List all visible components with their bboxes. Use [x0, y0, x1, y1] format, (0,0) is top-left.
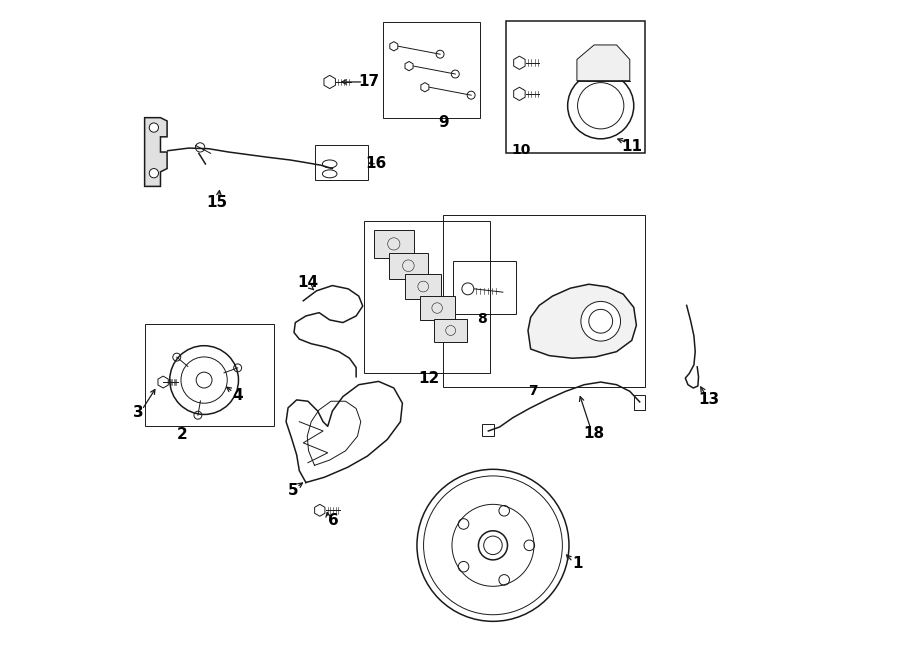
Polygon shape [528, 284, 636, 358]
Bar [364, 221, 490, 373]
Polygon shape [419, 296, 454, 320]
Text: 5: 5 [287, 483, 298, 498]
Text: 14: 14 [297, 276, 319, 290]
Text: 1: 1 [572, 556, 583, 570]
Polygon shape [405, 274, 441, 299]
Bar [482, 424, 494, 436]
Bar [506, 21, 645, 153]
Text: 15: 15 [207, 195, 228, 210]
Text: 16: 16 [365, 157, 387, 171]
Polygon shape [434, 319, 467, 342]
Polygon shape [577, 45, 630, 81]
Bar [454, 261, 516, 314]
Bar [145, 324, 274, 426]
Bar [634, 395, 645, 410]
Text: 6: 6 [328, 514, 338, 528]
Text: 4: 4 [232, 388, 242, 403]
Bar [382, 22, 481, 118]
Text: 9: 9 [438, 115, 449, 130]
Bar [315, 145, 368, 180]
Polygon shape [145, 118, 167, 186]
Text: 3: 3 [132, 405, 143, 420]
Text: 18: 18 [583, 426, 605, 441]
Text: 2: 2 [177, 427, 188, 442]
Text: 17: 17 [359, 75, 380, 89]
Circle shape [580, 301, 620, 341]
Circle shape [149, 169, 158, 178]
Polygon shape [374, 230, 414, 258]
Text: 13: 13 [698, 392, 720, 407]
Circle shape [149, 123, 158, 132]
Text: 10: 10 [511, 143, 530, 157]
Text: 12: 12 [418, 371, 439, 385]
Bar [444, 215, 645, 387]
Text: 8: 8 [477, 312, 487, 327]
Text: 7: 7 [527, 384, 537, 399]
Text: 11: 11 [621, 139, 643, 154]
Polygon shape [389, 253, 428, 279]
